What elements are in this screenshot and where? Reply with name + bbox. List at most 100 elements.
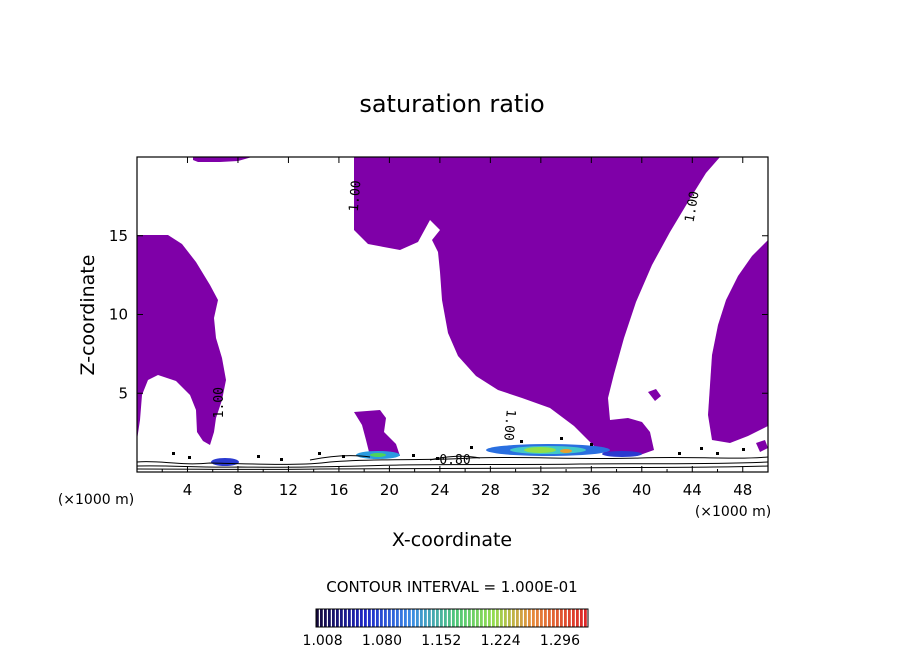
colorbar-swatch (340, 609, 343, 627)
x-tick-label: 8 (233, 481, 243, 499)
contour-line (137, 461, 768, 468)
y-axis-label: Z-coordinate (77, 255, 99, 376)
x-tick-label: 44 (683, 481, 702, 499)
contour-labels: 1.00 1.00 1.00 1.00 0.80 (212, 180, 703, 468)
colorbar (316, 609, 587, 627)
colorbar-swatch (460, 609, 463, 627)
colorbar-swatch (452, 609, 455, 627)
colorbar-swatch (320, 609, 323, 627)
colorbar-swatch (444, 609, 447, 627)
colorbar-swatch (348, 609, 351, 627)
contour-label: 1.00 (500, 409, 518, 442)
colorbar-swatch (484, 609, 487, 627)
contour-line (309, 455, 371, 461)
x-tick-label: 4 (183, 481, 193, 499)
contour-label: 1.00 (347, 180, 365, 213)
fill-region-dot-left (148, 276, 161, 283)
y-tick-label: 5 (118, 384, 128, 402)
patch-main-hot (560, 449, 572, 453)
colorbar-swatch (568, 609, 571, 627)
colorbar-swatch (540, 609, 543, 627)
x-tick-label: 48 (733, 481, 752, 499)
x-tick-label: 24 (430, 481, 449, 499)
colorbar-swatch (464, 609, 467, 627)
contour-line (429, 455, 481, 461)
y-tick-label: 10 (109, 306, 128, 324)
surface-contours (137, 455, 768, 470)
colorbar-swatch (556, 609, 559, 627)
colorbar-swatch (408, 609, 411, 627)
x-axis-label: X-coordinate (392, 529, 512, 551)
x-tick-label: 36 (582, 481, 601, 499)
colorbar-swatch (416, 609, 419, 627)
colorbar-swatch (476, 609, 479, 627)
patch-small-core (370, 453, 386, 457)
colorbar-swatch (532, 609, 535, 627)
colorbar-swatch (404, 609, 407, 627)
colorbar-swatch (356, 609, 359, 627)
chart-title: saturation ratio (359, 90, 544, 118)
colorbar-swatch (552, 609, 555, 627)
contour-line (137, 465, 768, 470)
colorbar-swatch (372, 609, 375, 627)
colorbar-swatch (520, 609, 523, 627)
contour-label: 1.00 (212, 387, 227, 418)
colorbar-swatch (480, 609, 483, 627)
colorbar-swatch (368, 609, 371, 627)
colorbar-swatch (504, 609, 507, 627)
colorbar-swatch (336, 609, 339, 627)
colorbar-swatch (576, 609, 579, 627)
colorbar-swatch (360, 609, 363, 627)
colorbar-swatch (332, 609, 335, 627)
colorbar-swatch (324, 609, 327, 627)
colorbar-swatch (384, 609, 387, 627)
colorbar-swatch (396, 609, 399, 627)
colorbar-swatch (584, 609, 587, 627)
colorbar-swatch (352, 609, 355, 627)
patch-right (602, 451, 642, 457)
colorbar-swatch (328, 609, 331, 627)
colorbar-tick-label: 1.296 (540, 633, 580, 649)
colorbar-swatch (412, 609, 415, 627)
colorbar-swatch (440, 609, 443, 627)
colorbar-swatch (380, 609, 383, 627)
x-unit-left: (×1000 m) (58, 492, 134, 508)
colorbar-swatch (528, 609, 531, 627)
colorbar-swatch (468, 609, 471, 627)
colorbar-swatch (500, 609, 503, 627)
colorbar-swatch (516, 609, 519, 627)
colorbar-swatch (536, 609, 539, 627)
colorbar-swatch (548, 609, 551, 627)
colorbar-swatch (420, 609, 423, 627)
y-tick-label: 15 (109, 227, 128, 245)
fill-region-dot-right (648, 389, 661, 401)
contour-interval-label: CONTOUR INTERVAL = 1.000E-01 (326, 578, 577, 596)
colorbar-swatch (472, 609, 475, 627)
contour-label: 0.80 (439, 453, 470, 468)
x-tick-label: 28 (481, 481, 500, 499)
x-axis: 4 8 12 16 20 24 28 32 36 40 44 48 (161, 157, 752, 499)
scatter-marks (172, 437, 745, 461)
fill-region-center (354, 157, 720, 455)
colorbar-swatch (580, 609, 583, 627)
colorbar-swatch (364, 609, 367, 627)
x-tick-label: 16 (329, 481, 348, 499)
colorbar-swatch (508, 609, 511, 627)
colorbar-swatch (432, 609, 435, 627)
surface-patches (211, 444, 642, 466)
fill-region-left (137, 235, 226, 445)
colorbar-swatch (448, 609, 451, 627)
colorbar-swatch (428, 609, 431, 627)
colorbar-swatch (496, 609, 499, 627)
x-tick-label: 40 (632, 481, 651, 499)
colorbar-swatch (392, 609, 395, 627)
plot-area: 1.00 1.00 1.00 1.00 0.80 (137, 157, 768, 470)
colorbar-swatch (316, 609, 319, 627)
colorbar-tick-label: 1.224 (481, 633, 521, 649)
colorbar-tick-label: 1.152 (421, 633, 461, 649)
colorbar-swatch (564, 609, 567, 627)
colorbar-swatch (524, 609, 527, 627)
colorbar-swatch (572, 609, 575, 627)
colorbar-swatch (560, 609, 563, 627)
